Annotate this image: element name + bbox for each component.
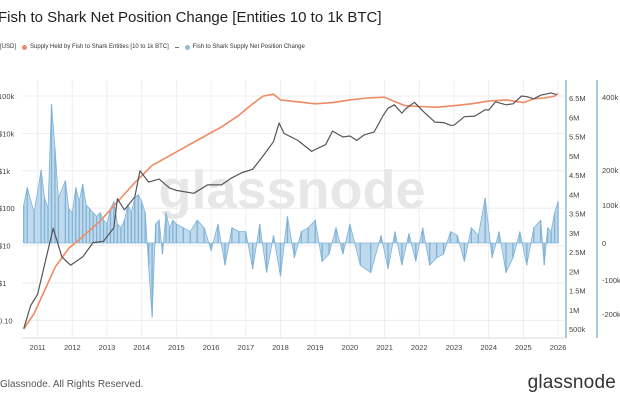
left-tick-label: $1k bbox=[0, 167, 10, 176]
legend: [USD] Supply Held by Fish to Shark Entit… bbox=[0, 44, 311, 50]
legend-label-net-change: Fish to Shark Supply Net Position Change bbox=[192, 44, 305, 50]
left-tick-label: 0.10 bbox=[0, 316, 13, 325]
supply-tick-label: 2M bbox=[569, 267, 579, 276]
net-tick-label: -100k bbox=[602, 276, 620, 285]
net-tick-label: -200k bbox=[602, 310, 620, 319]
supply-tick-label: 5M bbox=[569, 152, 579, 161]
copyright-footer: Glassnode. All Rights Reserved. bbox=[0, 379, 144, 390]
x-tick-label: 2012 bbox=[64, 343, 81, 352]
net-tick-label: 200k bbox=[602, 166, 619, 175]
supply-tick-label: 3M bbox=[569, 229, 579, 238]
legend-label-supply: Supply Held by Fish to Shark Entities [1… bbox=[30, 44, 169, 50]
x-tick-label: 2011 bbox=[30, 343, 46, 352]
legend-item-supply[interactable]: Supply Held by Fish to Shark Entities [1… bbox=[22, 44, 169, 50]
supply-tick-label: 4M bbox=[569, 190, 579, 199]
x-tick-label: 2021 bbox=[376, 343, 393, 352]
x-tick-label: 2025 bbox=[515, 343, 532, 352]
price-line bbox=[23, 92, 557, 329]
left-tick-label: $1 bbox=[0, 279, 6, 288]
supply-tick-label: 3.5M bbox=[569, 210, 586, 219]
net-tick-label: 0 bbox=[602, 239, 606, 248]
supply-line bbox=[23, 92, 559, 330]
x-tick-label: 2016 bbox=[203, 343, 220, 352]
supply-tick-label: 5.5M bbox=[569, 133, 586, 142]
x-tick-label: 2019 bbox=[307, 343, 324, 352]
legend-separator bbox=[174, 46, 179, 48]
line-series bbox=[23, 92, 559, 330]
supply-tick-label: 1M bbox=[569, 306, 579, 315]
x-tick-label: 2023 bbox=[446, 343, 463, 352]
x-tick-label: 2018 bbox=[272, 343, 289, 352]
legend-dot-supply bbox=[22, 44, 28, 50]
x-tick-label: 2015 bbox=[168, 343, 185, 352]
left-tick-label: $10 bbox=[0, 242, 11, 251]
legend-item-net-change[interactable]: Fish to Shark Supply Net Position Change bbox=[184, 44, 305, 50]
supply-tick-label: 500k bbox=[569, 325, 586, 334]
x-tick-label: 2013 bbox=[99, 343, 116, 352]
net-tick-label: 400k bbox=[602, 93, 619, 102]
x-tick-label: 2020 bbox=[342, 343, 359, 352]
x-tick-label: 2014 bbox=[133, 343, 150, 352]
legend-dot-net-change bbox=[184, 44, 190, 50]
supply-tick-label: 6.5M bbox=[569, 94, 586, 103]
supply-tick-label: 6M bbox=[569, 113, 579, 122]
left-tick-label: $100 bbox=[0, 204, 15, 213]
supply-tick-label: 2.5M bbox=[569, 248, 586, 257]
left-tick-label: 100k bbox=[0, 92, 15, 101]
brand-logo: glassnode bbox=[527, 372, 616, 393]
x-tick-label: 2017 bbox=[237, 343, 254, 352]
supply-tick-label: 4.5M bbox=[569, 171, 586, 180]
chart-title: Fish to Shark Net Position Change [Entit… bbox=[0, 9, 382, 26]
left-tick-label: $10k bbox=[0, 129, 15, 138]
x-tick-label: 2026 bbox=[550, 343, 567, 352]
legend-unit: [USD] bbox=[0, 44, 17, 50]
supply-tick-label: 1.5M bbox=[569, 287, 586, 296]
axes: 2011 2012 2013 2014 2015 2016 2017 2018 2019 2020… bbox=[0, 80, 620, 352]
x-tick-label: 2022 bbox=[411, 343, 428, 352]
grid bbox=[22, 80, 565, 338]
watermark: glassnode bbox=[158, 160, 425, 220]
net-change-series bbox=[23, 104, 559, 318]
net-tick-label: 100k bbox=[602, 201, 619, 210]
x-tick-label: 2024 bbox=[480, 343, 497, 352]
